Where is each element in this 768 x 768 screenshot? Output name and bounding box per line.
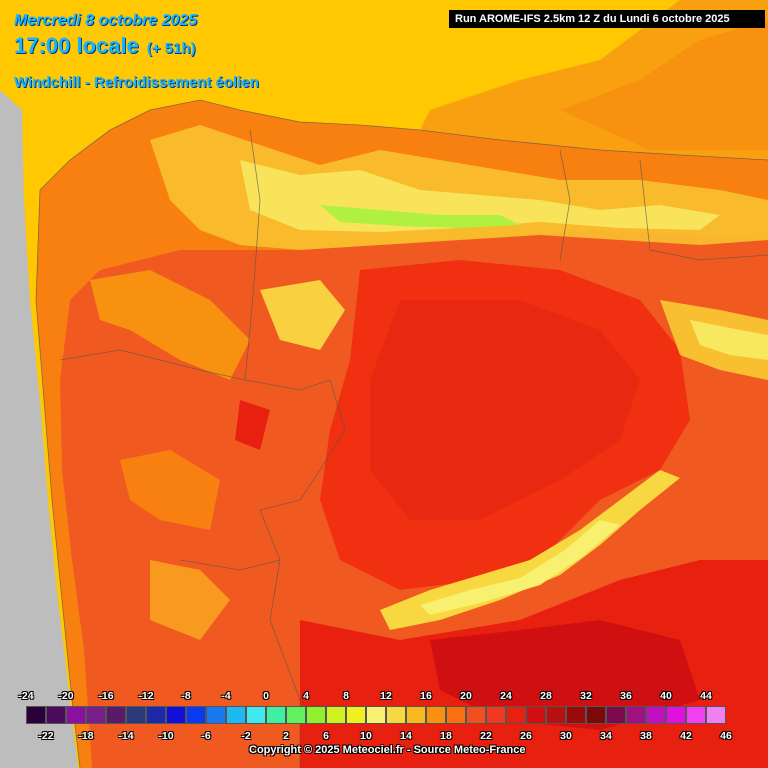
legend-swatch bbox=[106, 706, 126, 724]
forecast-time: 17:00 locale (+ 51h) bbox=[14, 33, 196, 59]
legend-swatch bbox=[126, 706, 146, 724]
legend-label-top: -8 bbox=[181, 690, 191, 702]
legend-label-bottom: 18 bbox=[440, 730, 452, 742]
forecast-offset: (+ 51h) bbox=[146, 40, 196, 57]
outside-domain-area bbox=[0, 90, 78, 768]
legend-swatch bbox=[46, 706, 66, 724]
legend-label-top: 36 bbox=[620, 690, 632, 702]
legend-label-bottom: 42 bbox=[680, 730, 692, 742]
legend-swatch bbox=[26, 706, 46, 724]
legend-label-top: 4 bbox=[303, 690, 309, 702]
legend-swatch bbox=[86, 706, 106, 724]
legend-label-top: 16 bbox=[420, 690, 432, 702]
legend-swatch bbox=[146, 706, 166, 724]
legend-label-bottom: -10 bbox=[158, 730, 174, 742]
legend-swatch bbox=[526, 706, 546, 724]
legend-swatch bbox=[186, 706, 206, 724]
legend-swatch bbox=[346, 706, 366, 724]
legend-swatch bbox=[706, 706, 726, 724]
legend-label-bottom: 26 bbox=[520, 730, 532, 742]
legend-swatch bbox=[306, 706, 326, 724]
legend-swatch bbox=[486, 706, 506, 724]
legend-swatch bbox=[206, 706, 226, 724]
legend-label-top: -4 bbox=[221, 690, 231, 702]
legend-label-bottom: -18 bbox=[78, 730, 94, 742]
legend-swatch bbox=[226, 706, 246, 724]
run-label: Run AROME-IFS 2.5km 12 Z du Lundi 6 octo… bbox=[449, 10, 765, 28]
legend-swatch bbox=[426, 706, 446, 724]
legend-swatch bbox=[166, 706, 186, 724]
legend-swatch bbox=[286, 706, 306, 724]
forecast-date: Mercredi 8 octobre 2025 bbox=[14, 12, 198, 29]
legend-label-top: 28 bbox=[540, 690, 552, 702]
legend-label-bottom: -14 bbox=[118, 730, 134, 742]
legend-swatch bbox=[366, 706, 386, 724]
legend-swatch bbox=[506, 706, 526, 724]
variable-title: Windchill - Refroidissement éolien bbox=[14, 74, 259, 91]
legend-swatch bbox=[446, 706, 466, 724]
legend-swatch bbox=[646, 706, 666, 724]
legend-swatch bbox=[266, 706, 286, 724]
legend-label-bottom: 14 bbox=[400, 730, 412, 742]
legend-swatch bbox=[686, 706, 706, 724]
legend-swatch bbox=[546, 706, 566, 724]
copyright: Copyright © 2025 Meteociel.fr - Source M… bbox=[249, 744, 526, 756]
legend-swatch bbox=[586, 706, 606, 724]
legend-label-top: -16 bbox=[98, 690, 114, 702]
legend-label-bottom: 6 bbox=[323, 730, 329, 742]
legend-label-bottom: 30 bbox=[560, 730, 572, 742]
legend-swatch bbox=[246, 706, 266, 724]
legend-label-bottom: -22 bbox=[38, 730, 54, 742]
legend-label-bottom: 46 bbox=[720, 730, 732, 742]
legend-label-top: 12 bbox=[380, 690, 392, 702]
legend-label-top: 24 bbox=[500, 690, 512, 702]
legend-swatch bbox=[606, 706, 626, 724]
legend-label-bottom: 38 bbox=[640, 730, 652, 742]
legend-label-top: 44 bbox=[700, 690, 712, 702]
legend-label-bottom: -6 bbox=[201, 730, 211, 742]
legend-label-top: -24 bbox=[18, 690, 34, 702]
legend-swatch bbox=[386, 706, 406, 724]
legend-label-top: 0 bbox=[263, 690, 269, 702]
legend-swatch bbox=[406, 706, 426, 724]
legend-swatch bbox=[666, 706, 686, 724]
legend-swatch bbox=[626, 706, 646, 724]
legend-label-top: -20 bbox=[58, 690, 74, 702]
legend-label-bottom: 34 bbox=[600, 730, 612, 742]
legend-label-top: 20 bbox=[460, 690, 472, 702]
legend-label-bottom: 10 bbox=[360, 730, 372, 742]
legend-label-bottom: 22 bbox=[480, 730, 492, 742]
legend-label-bottom: -2 bbox=[241, 730, 251, 742]
legend-swatch bbox=[66, 706, 86, 724]
legend-label-bottom: 2 bbox=[283, 730, 289, 742]
legend-label-top: 32 bbox=[580, 690, 592, 702]
legend-label-top: 8 bbox=[343, 690, 349, 702]
legend-swatch bbox=[326, 706, 346, 724]
legend-swatch bbox=[466, 706, 486, 724]
forecast-time-value: 17:00 locale bbox=[14, 33, 139, 58]
legend-label-top: 40 bbox=[660, 690, 672, 702]
legend-label-top: -12 bbox=[138, 690, 154, 702]
legend-swatch bbox=[566, 706, 586, 724]
